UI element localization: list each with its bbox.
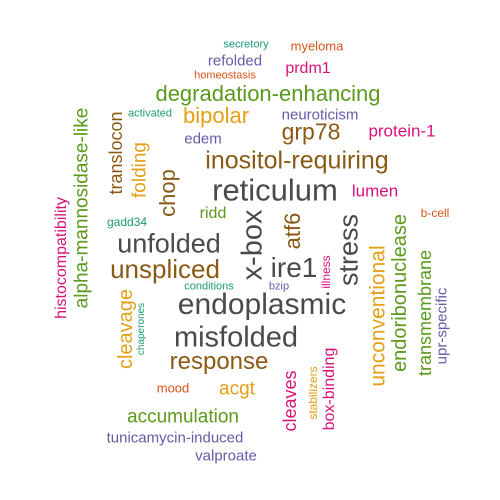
word-inositol-requiring: inositol-requiring	[205, 146, 389, 175]
word-unconventional: unconventional	[366, 245, 390, 387]
word-folding: folding	[129, 142, 151, 198]
word-response: response	[169, 348, 269, 375]
word-chop: chop	[155, 169, 180, 217]
word-bipolar: bipolar	[182, 103, 250, 128]
word-stress: stress	[333, 213, 364, 287]
word-edem: edem	[184, 130, 222, 148]
word-atf6: atf6	[280, 212, 305, 250]
word-cleaves: cleaves	[280, 370, 300, 432]
word-endoribonuclease: endoribonuclease	[389, 214, 411, 372]
word-secretory: secretory	[223, 38, 269, 51]
word-ridd: ridd	[199, 205, 227, 222]
word-translocon: translocon	[106, 111, 126, 195]
word-unfolded: unfolded	[117, 228, 221, 259]
word-valproate: valproate	[195, 447, 257, 465]
word-transmembrane: transmembrane	[415, 249, 435, 377]
word-neuroticism: neuroticism	[281, 106, 359, 124]
word-mood: mood	[156, 380, 190, 396]
word-acgt: acgt	[219, 378, 255, 400]
word-ire1: ire1	[270, 252, 318, 283]
word-x-box: x-box	[236, 209, 269, 281]
word-homeostasis: homeostasis	[194, 69, 256, 82]
word-illness: illness	[319, 255, 333, 289]
word-reticulum: reticulum	[212, 172, 338, 208]
word-lumen: lumen	[351, 181, 399, 201]
word-misfolded: misfolded	[173, 321, 299, 354]
word-gadd34: gadd34	[106, 215, 148, 229]
word-box-binding: box-binding	[321, 347, 338, 431]
word-alpha-mannosidase-like: alpha-mannosidase-like	[71, 107, 93, 309]
word-conditions: conditions	[184, 280, 234, 293]
word-upr-specific: upr-specific	[433, 287, 451, 365]
word-grp78: grp78	[281, 118, 341, 145]
word-endoplasmic: endoplasmic	[177, 288, 347, 321]
word-prdm1: prdm1	[285, 60, 331, 77]
word-cleavage: cleavage	[115, 288, 137, 370]
word-bzip: bzip	[268, 280, 290, 293]
word-chaperones: chaperones	[136, 302, 147, 356]
word-unspliced: unspliced	[110, 254, 220, 284]
word-tunicamycin-induced: tunicamycin-induced	[106, 429, 244, 447]
word-activated: activated	[127, 107, 173, 120]
word-b-cell: b-cell	[420, 206, 450, 220]
word-stabilizers: stabilizers	[306, 366, 320, 420]
word-refolded: refolded	[207, 52, 263, 70]
word-myeloma: myeloma	[290, 38, 344, 54]
word-degradation-enhancing: degradation-enhancing	[155, 81, 381, 106]
word-histocompatibility: histocompatibility	[53, 197, 70, 319]
word-protein-1: protein-1	[368, 121, 436, 141]
word-accumulation: accumulation	[127, 406, 239, 428]
